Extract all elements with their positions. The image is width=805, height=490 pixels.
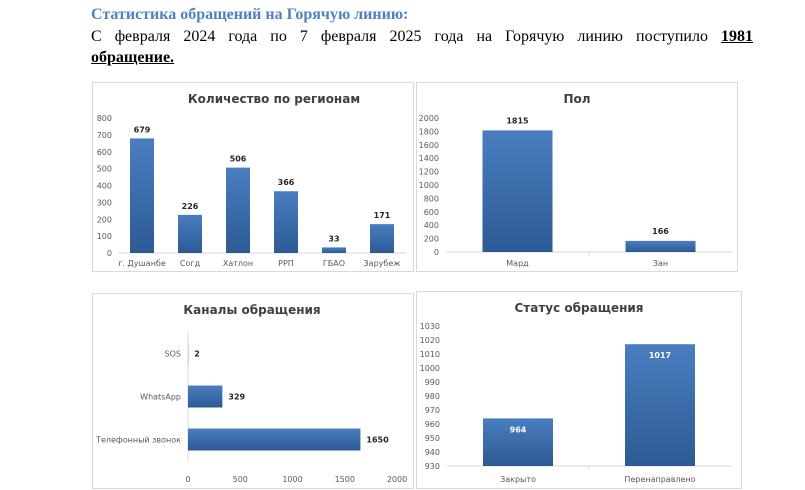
x-tick-label: 1000 [282,475,302,484]
data-label: 964 [510,425,527,434]
page-heading: Статистика обращений на Горячую линию: [91,6,408,24]
y-tick-label: 600 [424,208,439,217]
y-tick-label: 970 [425,406,440,415]
data-label: 1815 [506,116,529,125]
y-tick-label: 2000 [419,114,439,123]
bar [178,215,202,253]
category-label: г. Душанбе [118,259,166,268]
y-tick-label: 1030 [420,322,440,331]
y-tick-label: 1000 [419,181,439,190]
bar [370,224,394,253]
x-tick-label: 500 [233,475,248,484]
y-tick-label: 1400 [419,154,439,163]
data-label: 33 [328,234,339,243]
category-label: РРП [278,259,294,268]
data-label: 506 [230,155,247,164]
data-label: 166 [652,227,669,236]
data-label: 1650 [366,436,389,445]
intro-count: 1981 [721,28,753,45]
category-label: Мард [506,259,529,268]
y-tick-label: 200 [424,235,439,244]
y-tick-label: 960 [425,420,440,429]
data-label: 2 [194,350,200,359]
category-label: Хатлон [223,259,253,268]
bar [226,168,250,253]
data-label: 226 [182,202,199,211]
y-tick-label: 400 [97,182,112,191]
chart-status-panel: Статус обращения 930 940 950 960 970 980 990 100… [416,291,742,489]
data-label: 366 [278,178,295,187]
bar [625,344,695,466]
chart-title: Количество по регионам [188,92,360,106]
chart-channels-panel: Каналы обращения 0 500 1000 1500 2000 2 SOS 329 W… [92,293,414,489]
x-tick-label: 1500 [335,475,355,484]
chart-title: Каналы обращения [183,303,320,317]
y-tick-label: 700 [97,131,112,140]
category-label: WhatsApp [140,393,181,402]
chart-title: Пол [563,92,590,106]
category-label: Зарубеж [364,259,401,268]
chart-regions: Количество по регионам 0 100 200 300 400 500 60… [93,83,415,273]
y-tick-label: 800 [97,114,112,123]
y-tick-label: 600 [97,148,112,157]
data-label: 329 [228,393,245,402]
y-tick-label: 400 [424,221,439,230]
bar [322,247,346,253]
chart-regions-panel: Количество по регионам 0 100 200 300 400 500 60… [92,82,414,272]
bar [483,130,553,252]
y-tick-label: 1000 [420,364,440,373]
category-label: Зан [653,259,668,268]
y-tick-label: 500 [97,165,112,174]
bar [188,386,222,408]
y-tick-label: 800 [424,194,439,203]
chart-channels: Каналы обращения 0 500 1000 1500 2000 2 SOS 329 W… [93,294,415,490]
x-tick-label: 2000 [387,475,407,484]
chart-gender: Пол 0 200 400 600 800 1000 1200 1400 1600 1800 2000… [417,83,739,273]
y-tick-label: 1020 [420,336,440,345]
bar [130,138,154,253]
category-label: SOS [165,350,181,359]
y-tick-label: 1600 [419,141,439,150]
category-label: Перенаправлено [624,475,695,484]
bar [188,429,360,451]
chart-gender-panel: Пол 0 200 400 600 800 1000 1200 1400 1600 1800 2000… [416,82,738,272]
bar [274,191,298,253]
intro-text: С февраля 2024 года по 7 февраля 2025 го… [91,28,708,45]
category-label: ГБАО [323,259,345,268]
y-tick-label: 0 [107,249,112,258]
chart-status: Статус обращения 930 940 950 960 970 980 990 100… [417,292,743,490]
data-label: 171 [374,211,391,220]
y-tick-label: 200 [97,215,112,224]
chart-title: Статус обращения [514,301,643,315]
bar [626,241,696,252]
y-tick-label: 980 [425,392,440,401]
x-tick-label: 0 [185,475,190,484]
y-tick-label: 0 [434,248,439,257]
intro-tail: обращение. [91,47,174,68]
y-tick-label: 1800 [419,127,439,136]
intro-paragraph: С февраля 2024 года по 7 февраля 2025 го… [91,26,753,47]
y-tick-label: 930 [425,462,440,471]
y-tick-label: 940 [425,448,440,457]
data-label: 679 [134,125,151,134]
y-tick-label: 1200 [419,168,439,177]
category-label: Телефонный звонок [95,436,181,445]
y-tick-label: 100 [97,232,112,241]
y-tick-label: 300 [97,198,112,207]
y-tick-label: 990 [425,378,440,387]
y-tick-label: 950 [425,434,440,443]
y-tick-label: 1010 [420,350,440,359]
data-label: 1017 [649,351,671,360]
category-label: Согд [180,259,201,268]
category-label: Закрыто [500,475,536,484]
